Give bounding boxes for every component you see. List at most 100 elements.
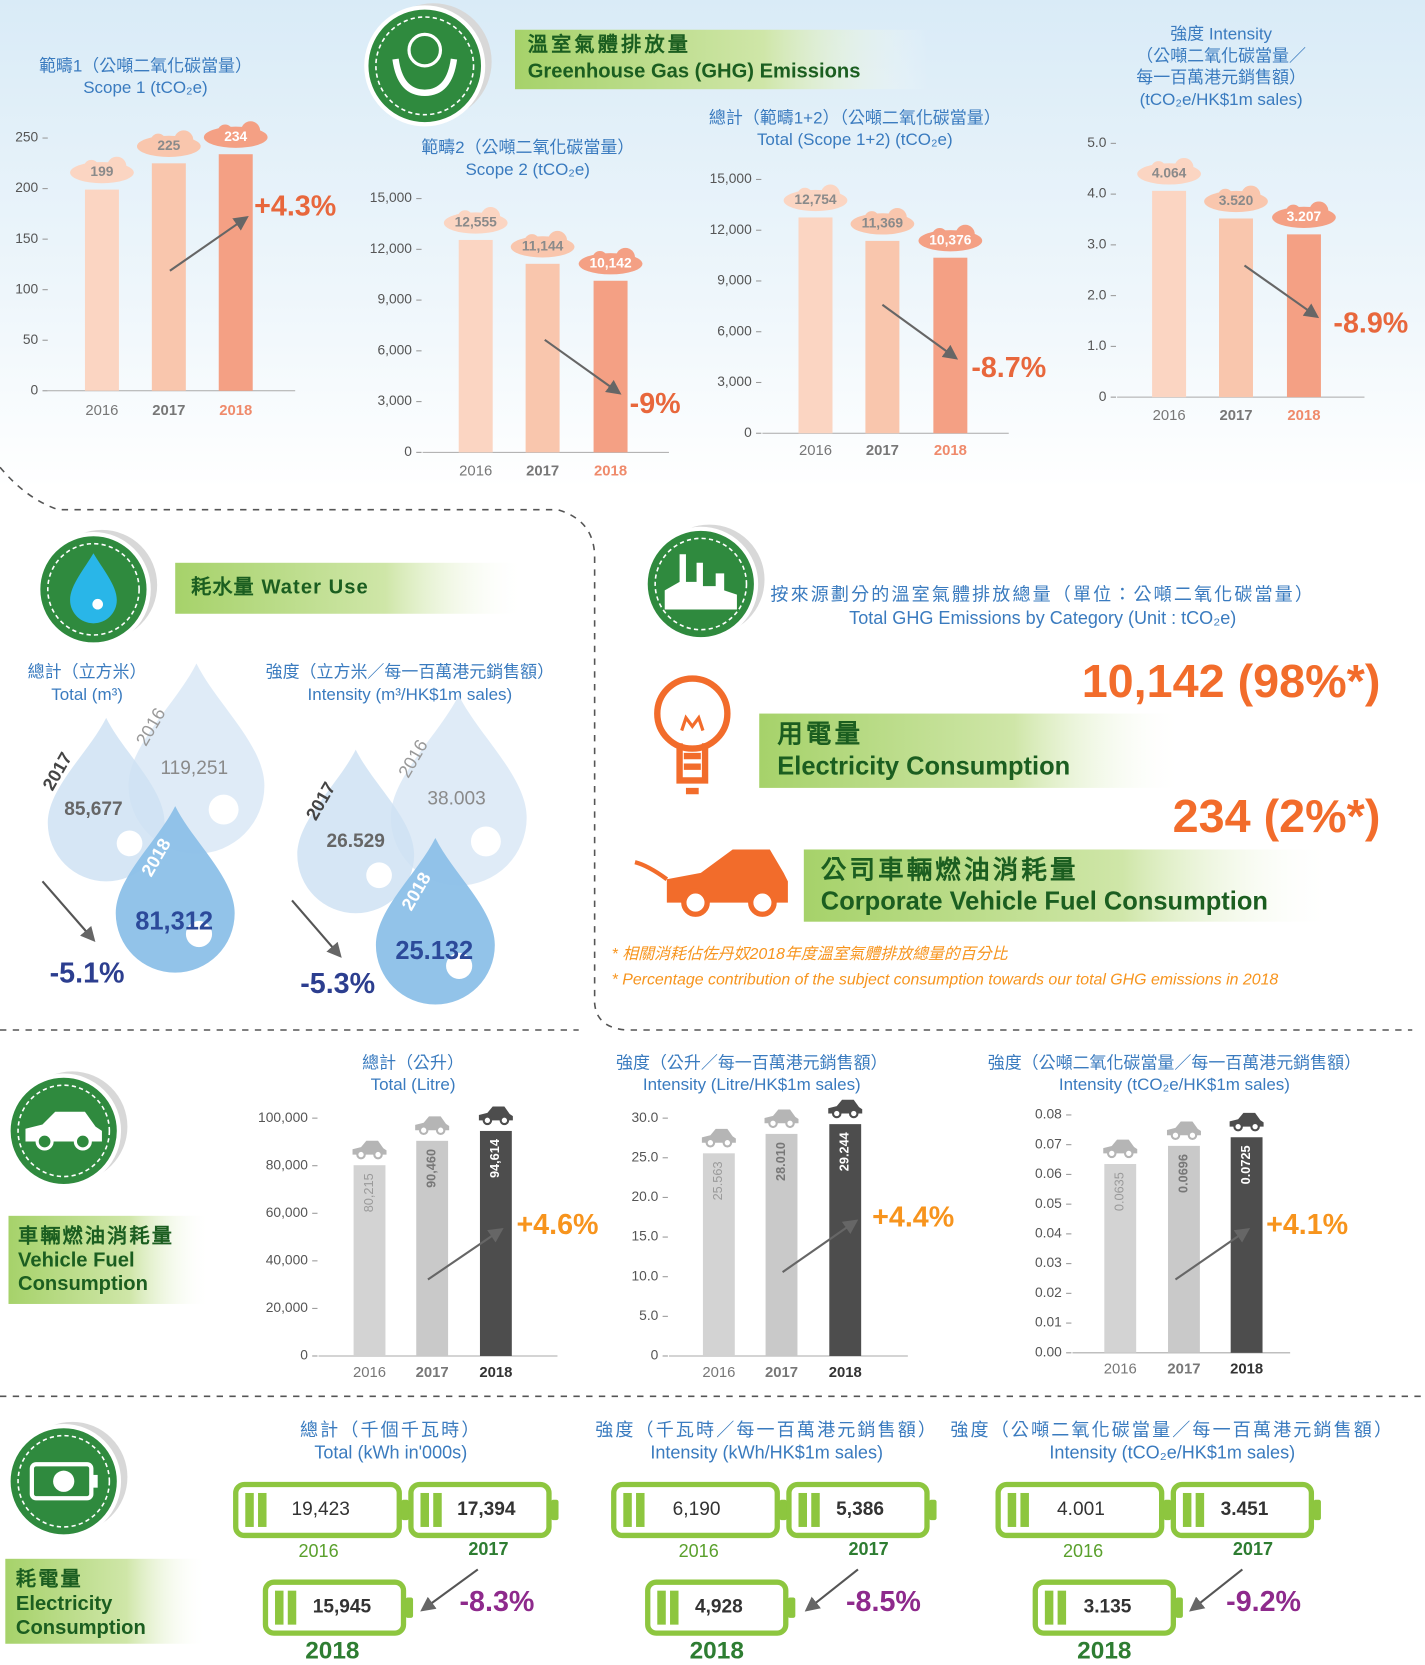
y-tick-label: 1.0 <box>1087 338 1107 353</box>
car-icon <box>769 1120 776 1127</box>
value-label: 3.207 <box>1287 209 1322 224</box>
y-tick-label: 9,000 <box>377 292 412 307</box>
section-title: Vehicle Fuel <box>18 1249 135 1271</box>
battery-year: 2018 <box>690 1638 744 1665</box>
change-annotation: -5.1% <box>50 957 125 989</box>
group-title: 總計（立方米） <box>28 663 147 682</box>
chart-title: 總計（範疇1+2）（公噸二氧化碳當量） <box>709 108 1001 127</box>
y-tick-label: 3.0 <box>1087 237 1107 252</box>
y-tick-label: 6,000 <box>717 323 752 338</box>
y-tick-label: 0.05 <box>1035 1196 1062 1211</box>
chart-title: 強度（公噸二氧化碳當量／每一百萬港元銷售額） <box>988 1053 1361 1072</box>
battery-cell <box>1020 1493 1028 1527</box>
y-tick-label: 9,000 <box>717 273 752 288</box>
car-icon <box>420 1126 427 1133</box>
battery-year: 2016 <box>298 1541 338 1561</box>
battery-value: 3.135 <box>1084 1597 1132 1618</box>
y-tick-label: 40,000 <box>266 1252 309 1267</box>
battery-value: 17,394 <box>457 1499 516 1520</box>
battery-nub <box>779 1500 786 1520</box>
change-annotation: -8.5% <box>846 1586 921 1618</box>
x-tick-label: 2016 <box>799 443 832 459</box>
x-tick-label: 2017 <box>1167 1362 1200 1378</box>
value-label: 10,142 <box>589 255 632 270</box>
car-icon <box>850 1110 857 1117</box>
drop-highlight <box>471 826 501 856</box>
car-icon <box>724 1139 731 1146</box>
car-icon <box>1189 1132 1196 1139</box>
bar <box>459 240 493 452</box>
battery-value: 4,928 <box>695 1597 743 1618</box>
car-icon <box>1251 1123 1258 1130</box>
y-tick-label: 20,000 <box>266 1300 309 1315</box>
chart-title: Total (Litre) <box>371 1075 456 1094</box>
battery-cell <box>433 1493 441 1527</box>
car-icon <box>357 1151 364 1158</box>
bar <box>865 241 899 433</box>
y-tick-label: 100,000 <box>258 1110 308 1125</box>
car-icon <box>751 891 774 914</box>
group-title: Total (m³) <box>51 685 123 704</box>
battery-cell <box>799 1493 807 1527</box>
chart-title: Scope 2 (tCO₂e) <box>465 160 589 179</box>
bar <box>219 154 253 391</box>
bulb-icon <box>682 718 703 731</box>
y-tick-label: 0 <box>1099 389 1107 404</box>
battery-cell <box>1058 1591 1066 1625</box>
car-icon <box>484 1117 491 1124</box>
fuel-hose <box>635 862 667 879</box>
section-title: Consumption <box>18 1273 148 1295</box>
group-title: 強度（公噸二氧化碳當量／每一百萬港元銷售額） <box>950 1420 1394 1440</box>
bar <box>594 281 628 453</box>
drop-highlight <box>209 795 239 825</box>
group-title: Intensity (kWh/HK$1m sales) <box>650 1442 883 1462</box>
bar <box>526 264 560 453</box>
y-tick-label: 2.0 <box>1087 287 1107 302</box>
category-value: 234 (2%*) <box>1173 790 1381 842</box>
battery-value: 3.451 <box>1221 1499 1269 1520</box>
battery-year: 2017 <box>468 1539 508 1559</box>
group-title: 強度（立方米／每一百萬港元銷售額） <box>266 663 554 682</box>
change-annotation: -9% <box>630 388 681 420</box>
chart-title: 每一百萬港元銷售額） <box>1136 68 1306 87</box>
change-annotation: +4.4% <box>872 1202 954 1234</box>
value-label: 25.563 <box>710 1161 725 1200</box>
car-icon <box>833 1110 840 1117</box>
drop-value: 81,312 <box>135 907 213 935</box>
y-tick-label: 0 <box>300 1348 308 1363</box>
icon-glyph <box>92 599 103 610</box>
chart-title: Intensity (tCO₂e/HK$1m sales) <box>1059 1075 1290 1094</box>
y-tick-label: 15,000 <box>370 190 413 205</box>
x-tick-label: 2018 <box>829 1365 862 1381</box>
value-label: 234 <box>224 129 247 144</box>
infographic: 溫室氣體排放量Greenhouse Gas (GHG) Emissions範疇1… <box>0 0 1425 1665</box>
x-tick-label: 2018 <box>219 403 252 419</box>
battery-cell <box>670 1591 678 1625</box>
drop-value: 38.003 <box>427 789 485 810</box>
y-tick-label: 3,000 <box>377 393 412 408</box>
icon-glyph <box>75 1134 90 1149</box>
y-tick-label: 0 <box>651 1348 659 1363</box>
battery-cell <box>245 1493 253 1527</box>
section-icon <box>646 525 765 640</box>
drop-highlight <box>117 831 143 857</box>
battery-cell <box>258 1493 266 1527</box>
change-annotation: -8.9% <box>1333 308 1408 340</box>
group-title: 按來源劃分的溫室氣體排放總量（單位：公噸二氧化碳當量） <box>770 584 1315 604</box>
battery-value: 6,190 <box>673 1499 721 1520</box>
battery-cell <box>288 1591 296 1625</box>
battery-cell <box>1045 1591 1053 1625</box>
battery-cell <box>636 1493 644 1527</box>
chart-title: 強度（公升／每一百萬港元銷售額） <box>616 1053 888 1072</box>
battery-cell <box>420 1493 428 1527</box>
page: 溫室氣體排放量Greenhouse Gas (GHG) Emissions範疇1… <box>0 0 1425 1665</box>
battery-nub <box>401 1500 408 1520</box>
bar <box>799 217 833 433</box>
x-tick-label: 2018 <box>479 1365 512 1381</box>
group-title: 強度（千瓦時／每一百萬港元銷售額） <box>595 1420 938 1440</box>
y-tick-label: 10.0 <box>631 1268 658 1283</box>
y-tick-label: 200 <box>15 180 38 195</box>
x-tick-label: 2017 <box>152 403 185 419</box>
car-icon <box>374 1151 381 1158</box>
change-annotation: +4.3% <box>254 191 336 223</box>
